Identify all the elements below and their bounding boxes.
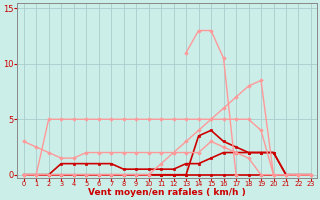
X-axis label: Vent moyen/en rafales ( km/h ): Vent moyen/en rafales ( km/h ) — [88, 188, 246, 197]
